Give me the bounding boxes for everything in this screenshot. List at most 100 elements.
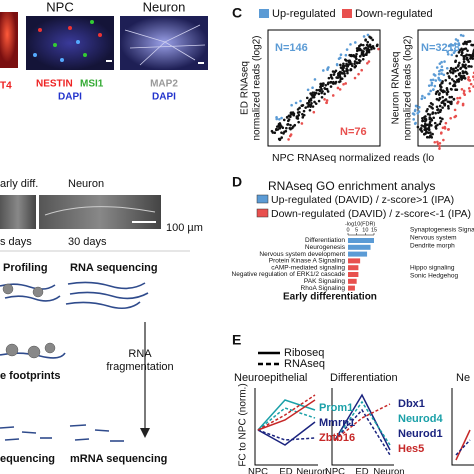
scatter-dot <box>357 72 360 76</box>
scatter-dot <box>298 110 301 114</box>
scatter-dot <box>326 90 330 93</box>
scatter-dot <box>323 98 326 101</box>
scatter-dot <box>372 47 376 50</box>
scatter-dot <box>449 87 453 91</box>
scatter-dot <box>276 128 280 131</box>
scatter-dot <box>342 64 346 68</box>
scatter-dot <box>447 107 450 110</box>
scatter-dot <box>455 54 458 58</box>
marker-label: NESTIN <box>36 79 73 90</box>
scatter-dot <box>346 69 349 73</box>
scatter-dot <box>355 52 358 56</box>
scatter-dot <box>346 71 349 75</box>
plot-frame <box>417 29 474 147</box>
scatter-dot <box>465 53 469 57</box>
scatter-dot <box>326 67 329 70</box>
scatter-dot <box>431 78 435 82</box>
scatter-dot <box>462 89 466 93</box>
scatter-dot <box>423 122 427 126</box>
scale-bar <box>198 62 204 64</box>
scatter-dot <box>290 103 293 107</box>
scatter-dot <box>308 99 311 102</box>
scatter-dot <box>302 113 306 117</box>
scatter-dot <box>461 70 465 73</box>
gene-label: Dbx1 <box>398 398 425 410</box>
stage-label: Neuron <box>68 178 104 190</box>
scatter-dot <box>447 44 451 48</box>
scatter-dot <box>471 53 474 57</box>
scatter-dot <box>462 74 466 78</box>
scatter-dot <box>456 96 459 100</box>
phase-image <box>39 195 161 229</box>
time-label: 30 days <box>68 236 107 248</box>
x-tick-label: 5 <box>355 227 358 233</box>
scatter-dot <box>437 78 441 81</box>
scatter-dot <box>367 49 370 53</box>
axis-label: Neuron RNAseq <box>391 52 402 125</box>
count-label: N=146 <box>275 42 308 54</box>
scatter-dot <box>277 124 281 128</box>
term-label: Protein Kinase A Signaling <box>269 258 346 265</box>
scatter-dot <box>332 73 336 76</box>
scatter-dot <box>425 135 429 139</box>
scatter-dot <box>324 83 327 87</box>
scatter-dot <box>443 104 447 107</box>
scatter-dot <box>338 56 342 60</box>
scatter-dot <box>354 56 357 59</box>
scatter-dot <box>463 77 467 80</box>
scatter-dot <box>445 91 449 95</box>
scatter-dot <box>280 131 283 134</box>
bar <box>348 258 361 264</box>
scatter-dot <box>427 128 431 131</box>
scatter-dot <box>468 65 471 68</box>
axis-label: ED RNAseq <box>240 61 251 115</box>
scatter-dot <box>280 116 283 120</box>
scatter-dot <box>362 54 365 58</box>
scatter-dot <box>297 120 300 124</box>
step-label: RNA <box>128 348 152 360</box>
scatter-dot <box>457 63 460 67</box>
scatter-dot <box>335 63 339 67</box>
scatter-dot <box>342 62 345 66</box>
bar <box>348 244 371 250</box>
scatter-dot <box>366 40 370 44</box>
scatter-dot <box>430 124 433 127</box>
scatter-dot <box>280 136 283 139</box>
count-label: N=3218 <box>421 42 460 54</box>
scatter-dot <box>317 99 321 103</box>
scatter-dot <box>271 131 275 134</box>
scatter-dot <box>432 73 436 76</box>
gene-label: Hes5 <box>398 443 424 455</box>
scatter-dot <box>322 69 325 72</box>
scatter-dot <box>438 62 442 65</box>
scatter-dot <box>320 87 323 91</box>
scatter-dot <box>426 107 429 111</box>
scatter-dot <box>339 53 343 56</box>
scatter-dot <box>451 71 455 75</box>
axis-label: -log10(FDR) <box>345 221 375 227</box>
scatter-dot <box>344 59 348 62</box>
panel-title: RNAseq GO enrichment analys <box>268 179 435 193</box>
scatter-dot <box>446 128 450 131</box>
neurite <box>44 206 156 216</box>
group-label: Early differentiation <box>283 292 377 303</box>
marker-label: T4 <box>0 81 12 92</box>
scatter-dot <box>364 53 368 56</box>
scatter-dot <box>358 54 362 58</box>
micrograph <box>0 12 18 68</box>
scatter-dot <box>434 79 438 82</box>
scatter-dot <box>437 72 441 76</box>
scatter-dot <box>369 45 372 49</box>
scatter-dot <box>468 89 472 93</box>
scatter-dot <box>437 98 441 102</box>
scatter-dot <box>439 108 443 112</box>
bar <box>348 238 374 243</box>
bar <box>348 285 355 291</box>
gene-label: Neurod1 <box>398 428 443 440</box>
scatter-dot <box>449 66 453 70</box>
scatter-dot <box>433 84 437 88</box>
scatter-dot <box>453 115 456 119</box>
scatter-dot <box>469 82 473 86</box>
legend-label: Down-regulated (DAVID) / z-score<-1 (IPA… <box>271 208 471 220</box>
scatter-dot <box>339 63 342 67</box>
